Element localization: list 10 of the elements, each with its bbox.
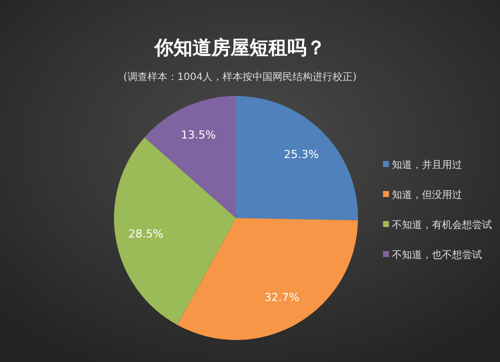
data-label: 25.3%	[284, 148, 319, 161]
legend-label: 知道，但没用过	[392, 189, 462, 201]
legend-label: 不知道，也不想尝试	[392, 249, 482, 261]
data-label: 28.5%	[128, 228, 164, 241]
legend-label: 不知道，有机会想尝试	[392, 219, 492, 231]
data-label: 13.5%	[180, 128, 216, 142]
data-label: 32.7%	[264, 291, 300, 304]
chart-subtitle: (调查样本：1004人，样本按中国网民结构进行校正)	[123, 71, 357, 83]
chart-title: 你知道房屋短租吗？	[154, 37, 326, 59]
legend-label: 知道，并且用过	[392, 159, 462, 171]
